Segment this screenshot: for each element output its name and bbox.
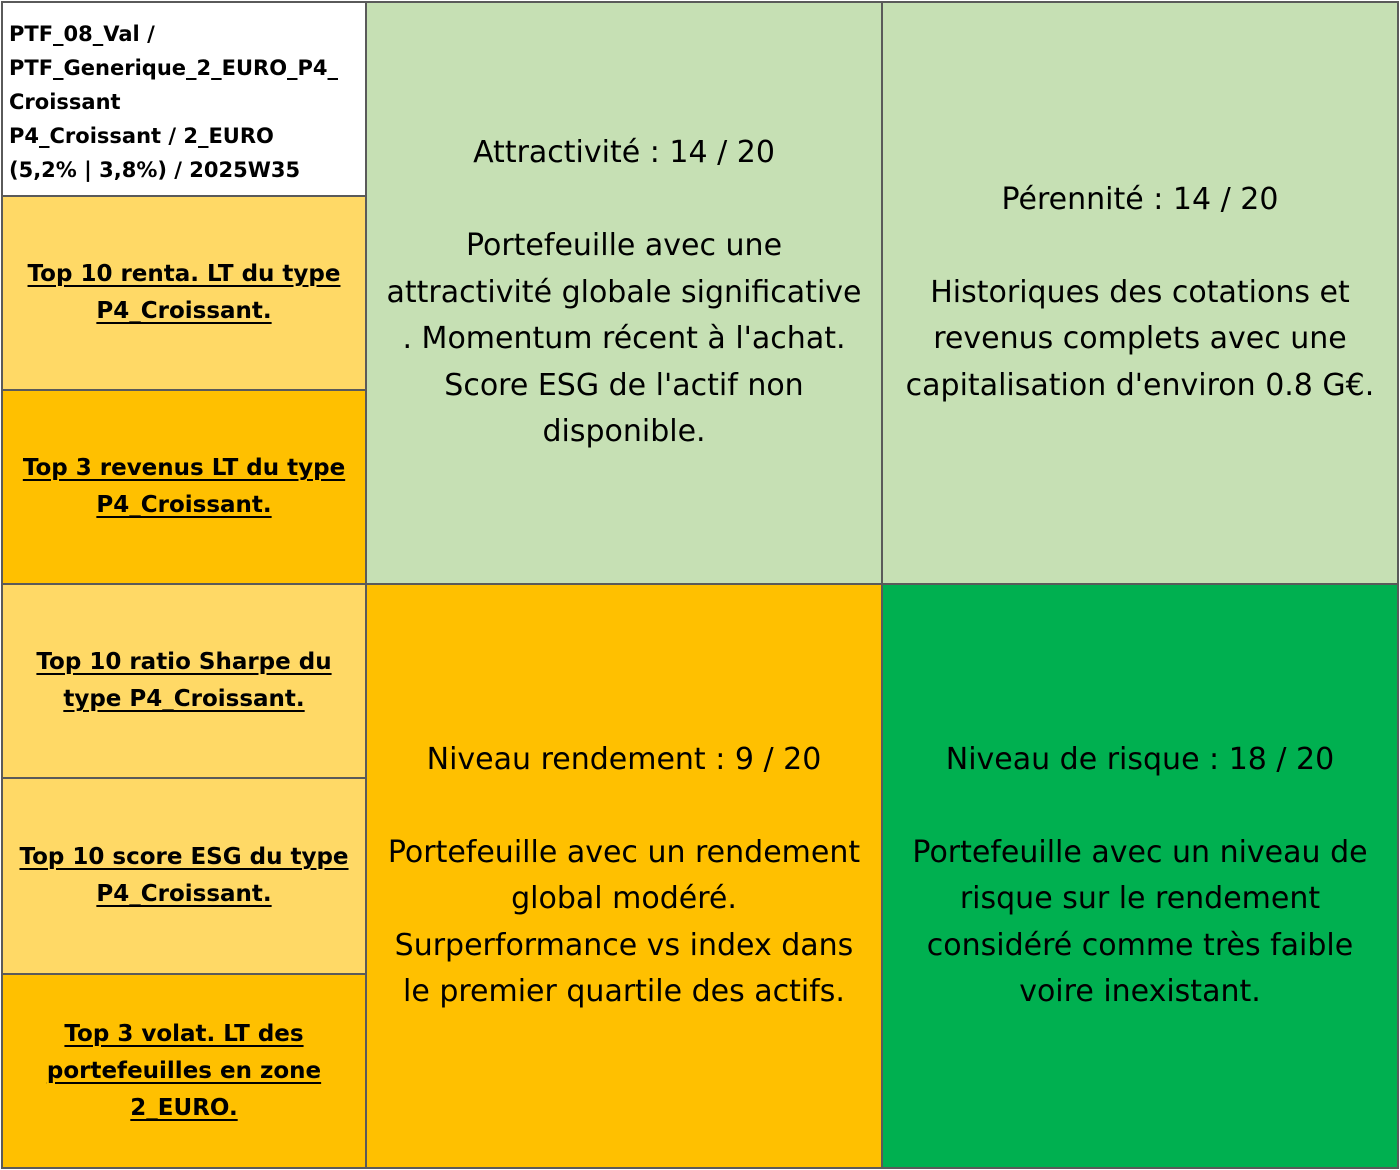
rendement-title: Niveau rendement : 9 / 20 [426, 741, 822, 777]
header-line-3: Croissant [9, 90, 121, 114]
header-line-2: PTF_Generique_2_EURO_P4_ [9, 56, 339, 80]
link-cell-top10-sharpe: Top 10 ratio Sharpe du type P4_Croissant… [1, 583, 367, 779]
top10-renta-link[interactable]: Top 10 renta. LT du type P4_Croissant. [27, 261, 341, 324]
header-line-4: P4_Croissant / 2_EURO [9, 124, 274, 148]
attractivite-panel: Attractivité : 14 / 20 Portefeuille avec… [365, 1, 883, 585]
top10-esg-link[interactable]: Top 10 score ESG du type P4_Croissant. [19, 844, 349, 907]
rendement-content: Niveau rendement : 9 / 20 Portefeuille a… [388, 737, 860, 1016]
portfolio-header-text: PTF_08_Val / PTF_Generique_2_EURO_P4_ Cr… [9, 17, 338, 187]
risque-content: Niveau de risque : 18 / 20 Portefeuille … [912, 737, 1367, 1016]
header-line-5: (5,2% | 3,8%) / 2025W35 [9, 158, 301, 182]
portfolio-header: PTF_08_Val / PTF_Generique_2_EURO_P4_ Cr… [1, 1, 367, 197]
link-cell-top10-esg: Top 10 score ESG du type P4_Croissant. [1, 777, 367, 975]
risque-description: Portefeuille avec un niveau de risque su… [912, 834, 1368, 1010]
perennite-title: Pérennité : 14 / 20 [1001, 181, 1279, 217]
attractivite-title: Attractivité : 14 / 20 [473, 135, 775, 171]
top3-volat-link[interactable]: Top 3 volat. LT des portefeuilles en zon… [46, 1020, 322, 1121]
header-line-1: PTF_08_Val / [9, 22, 155, 46]
perennite-panel: Pérennité : 14 / 20 Historiques des cota… [881, 1, 1399, 585]
top3-revenus-link[interactable]: Top 3 revenus LT du type P4_Croissant. [22, 455, 346, 518]
top10-sharpe-link[interactable]: Top 10 ratio Sharpe du type P4_Croissant… [36, 649, 332, 712]
link-cell-top3-revenus: Top 3 revenus LT du type P4_Croissant. [1, 389, 367, 585]
rendement-panel: Niveau rendement : 9 / 20 Portefeuille a… [365, 583, 883, 1169]
risque-title: Niveau de risque : 18 / 20 [945, 741, 1335, 777]
link-cell-top10-renta: Top 10 renta. LT du type P4_Croissant. [1, 195, 367, 391]
attractivite-content: Attractivité : 14 / 20 Portefeuille avec… [387, 130, 862, 456]
perennite-content: Pérennité : 14 / 20 Historiques des cota… [906, 177, 1375, 410]
link-cell-top3-volat: Top 3 volat. LT des portefeuilles en zon… [1, 973, 367, 1169]
perennite-description: Historiques des cotations et revenus com… [905, 274, 1375, 403]
risque-panel: Niveau de risque : 18 / 20 Portefeuille … [881, 583, 1399, 1169]
rendement-description: Portefeuille avec un rendement global mo… [387, 834, 861, 1010]
attractivite-description: Portefeuille avec une attractivité globa… [386, 228, 862, 450]
